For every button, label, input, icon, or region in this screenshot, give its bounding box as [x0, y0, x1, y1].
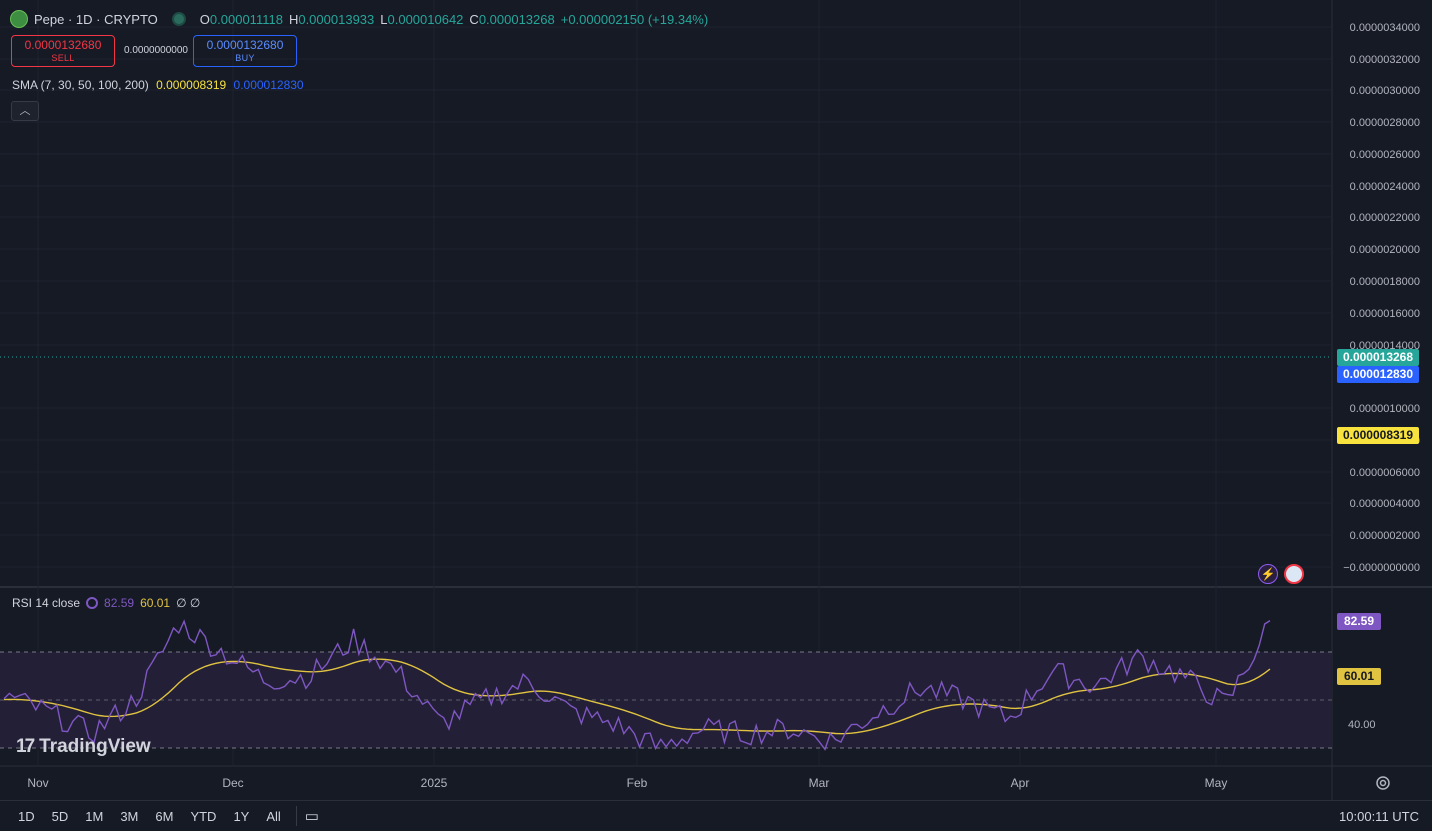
- clock[interactable]: 10:00:11 UTC: [1339, 808, 1419, 824]
- timeframe-6m[interactable]: 6M: [155, 808, 174, 824]
- gear-icon[interactable]: [1374, 774, 1392, 792]
- sell-label: SELL: [51, 53, 75, 63]
- high-value: 0.000013933: [298, 11, 375, 27]
- rsi-badge: 82.59: [1337, 613, 1381, 630]
- sma-legend[interactable]: SMA (7, 30, 50, 100, 200) 0.000008319 0.…: [12, 78, 304, 92]
- rsi-legend[interactable]: RSI 14 close 82.59 60.01 ∅ ∅: [12, 596, 200, 610]
- current-price-badge: 0.000013268: [1337, 349, 1419, 366]
- rsi-label: RSI 14 close: [12, 596, 81, 610]
- timeframe-1y[interactable]: 1Y: [233, 808, 250, 824]
- change-value: +0.000002150 (+19.34%): [560, 11, 709, 27]
- tradingview-mark-icon: 17: [16, 736, 35, 757]
- open-value: 0.000011118: [209, 11, 283, 27]
- rsi-ma-value: 60.01: [140, 596, 171, 610]
- collapse-legend-button[interactable]: ︿: [11, 101, 39, 121]
- price-tick-label: 0.0000010000: [1350, 403, 1420, 415]
- sma-yellow-value: 0.000008319: [156, 78, 227, 92]
- high-label: H: [288, 11, 299, 27]
- sma-blue-badge: 0.000012830: [1337, 366, 1419, 383]
- price-chart[interactable]: 0.0000034000 0.0000032000 0.0000030000 0.00…: [0, 0, 1432, 800]
- close-label: C: [469, 11, 479, 27]
- date-range-icon[interactable]: ▭: [304, 808, 319, 825]
- time-tick-label: Nov: [27, 776, 48, 790]
- tradingview-logo: 17 TradingView: [16, 736, 151, 758]
- toolbar-divider: [295, 806, 297, 826]
- rsi-tick-label: 40.00: [1348, 719, 1376, 731]
- price-tick-label: 0.0000030000: [1350, 85, 1420, 97]
- timeframe-5d[interactable]: 5D: [51, 808, 69, 824]
- rsi-value: 82.59: [104, 596, 135, 610]
- price-tick-label: 0.0000032000: [1350, 54, 1420, 66]
- rsi-ma-badge: 60.01: [1337, 668, 1381, 685]
- price-tick-label: 0.0000006000: [1350, 467, 1420, 479]
- sma-yellow-badge: 0.000008319: [1337, 427, 1419, 444]
- sma-label: SMA (7, 30, 50, 100, 200): [12, 78, 149, 92]
- price-tick-label: 0.0000002000: [1350, 530, 1420, 542]
- price-tick-label: 0.0000018000: [1350, 276, 1420, 288]
- buy-button[interactable]: 0.0000132680 BUY: [193, 35, 297, 67]
- sell-price: 0.0000132680: [24, 38, 102, 52]
- timeframe-3m[interactable]: 3M: [120, 808, 139, 824]
- price-tick-label: 0.0000028000: [1350, 117, 1420, 129]
- watermark-text: TradingView: [39, 736, 151, 757]
- pepe-logo-icon: [10, 10, 28, 28]
- price-tick-label: 0.0000022000: [1350, 212, 1420, 224]
- bottom-toolbar: 1D 5D 1M 3M 6M YTD 1Y All ▭ 10:00:11 UTC: [0, 800, 1432, 831]
- time-tick-label: Dec: [222, 776, 243, 790]
- sma-blue-value: 0.000012830: [233, 78, 304, 92]
- chevron-up-icon: ︿: [19, 105, 31, 117]
- buy-label: BUY: [235, 53, 255, 63]
- timeframe-1m[interactable]: 1M: [85, 808, 104, 824]
- time-tick-label: Feb: [627, 776, 648, 790]
- timeframe-ytd[interactable]: YTD: [190, 808, 217, 824]
- price-tick-label: 0.0000020000: [1350, 244, 1420, 256]
- symbol-legend: Pepe · 1D · CRYPTO O 0.000011118 H 0.00001…: [10, 9, 714, 29]
- buy-price: 0.0000132680: [206, 38, 284, 52]
- rsi-line: [3, 619, 1271, 751]
- rsi-ma-line: [3, 658, 1271, 735]
- price-tick-label: 0.0000026000: [1350, 149, 1420, 161]
- open-label: O: [199, 11, 210, 27]
- us-flag-icon[interactable]: [1284, 564, 1304, 584]
- close-value: 0.000013268: [478, 11, 555, 27]
- price-tick-label: −0.0000000000: [1343, 562, 1420, 574]
- timeframe-1d[interactable]: 1D: [18, 808, 35, 824]
- rsi-extra-values: ∅ ∅: [176, 596, 201, 610]
- low-label: L: [380, 11, 388, 27]
- price-tick-label: 0.0000024000: [1350, 181, 1420, 193]
- market-status-icon: [171, 12, 186, 26]
- sell-button[interactable]: 0.0000132680 SELL: [11, 35, 115, 67]
- symbol-title[interactable]: Pepe · 1D · CRYPTO: [34, 11, 158, 27]
- price-tick-label: 0.0000034000: [1350, 22, 1420, 34]
- timeframe-all[interactable]: All: [266, 808, 281, 824]
- time-tick-label: Mar: [809, 776, 830, 790]
- time-tick-label: May: [1205, 776, 1228, 790]
- rsi-settings-icon[interactable]: [86, 597, 99, 609]
- price-tick-label: 0.0000004000: [1350, 498, 1420, 510]
- spread-value: 0.0000000000: [124, 45, 188, 56]
- low-value: 0.000010642: [387, 11, 464, 27]
- price-tick-label: 0.0000016000: [1350, 308, 1420, 320]
- time-tick-label: Apr: [1011, 776, 1030, 790]
- time-tick-label: 2025: [421, 776, 448, 790]
- lightning-icon[interactable]: ⚡: [1258, 564, 1278, 584]
